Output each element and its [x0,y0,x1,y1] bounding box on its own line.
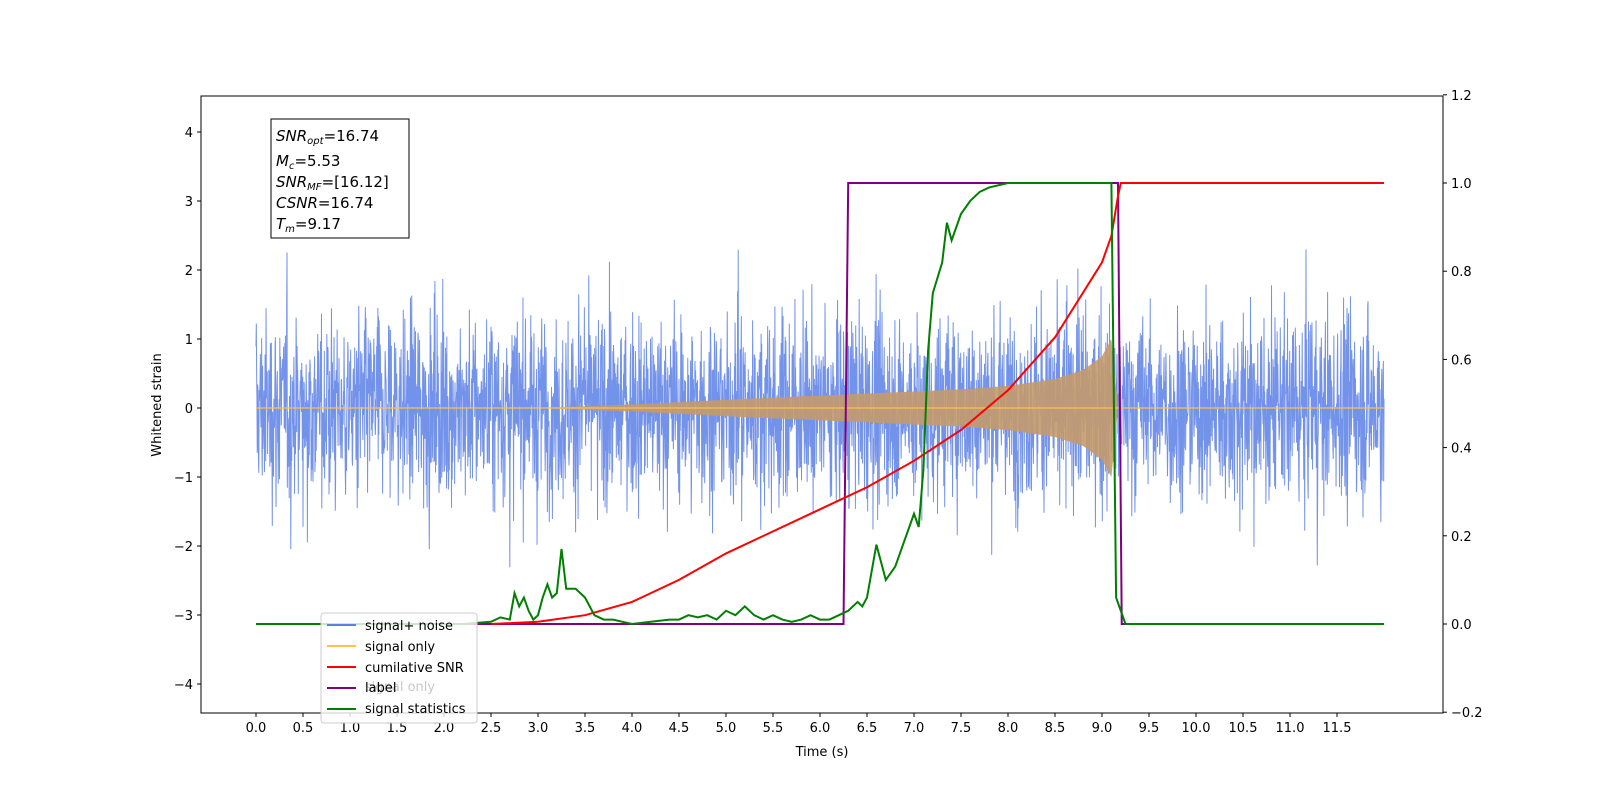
x-tick-label: 9.5 [1139,721,1160,736]
series-signal-statistics-line [256,182,1384,626]
legend: signal only signal+ noise signal only cu… [320,612,478,724]
x-tick-label: 2.0 [434,721,455,736]
x-axis-label: Time (s) [795,745,849,760]
y-right-tick-label: 1.0 [1451,177,1472,192]
y-left-tick-label: −1 [174,471,193,486]
y-right-tick-label: −0.2 [1451,706,1483,721]
y-right-tick-label: 0.2 [1451,530,1472,545]
x-tick-label: 11.5 [1323,721,1352,736]
y-right-tick-label: 0.6 [1451,353,1472,368]
x-tick-label: 5.0 [716,721,737,736]
legend-label-cumilative-snr: cumilative SNR [365,661,464,676]
annotation-csnr: CSNR=16.74 [276,194,373,212]
x-axis-ticks: 0.0 0.5 1.0 1.5 2.0 2.5 3.0 3.5 4.0 4.5 5.0 5.5 6.0 6… [246,713,1352,736]
x-tick-label: 3.5 [575,721,596,736]
y-axis-label: Whitened strain [150,353,165,456]
x-tick-label: 0.5 [293,721,314,736]
y-right-tick-label: 1.2 [1451,89,1472,104]
y-left-tick-label: 2 [185,264,193,279]
x-tick-label: 7.5 [951,721,972,736]
y-left-tick-label: 0 [185,402,193,417]
annotation-snr-opt: SNRopt=16.74 [276,127,379,147]
x-tick-label: 4.0 [622,721,643,736]
x-tick-label: 6.5 [857,721,878,736]
x-tick-label: 1.0 [340,721,361,736]
legend-frame [320,612,478,724]
annotation-box: SNRopt=16.74 Mc=5.53 SNRMF=[16.12] CSNR=… [270,118,410,239]
y-right-tick-label: 0.4 [1451,442,1472,457]
x-tick-label: 5.5 [763,721,784,736]
legend-label-label: label [365,681,396,696]
x-tick-label: 6.0 [810,721,831,736]
plot-frame [200,95,1444,714]
annotation-frame [270,118,410,239]
x-tick-label: 2.5 [481,721,502,736]
annotation-tm: Tm=9.17 [276,215,341,235]
x-tick-label: 0.0 [246,721,267,736]
series-signal-plus-noise-line [255,249,1385,568]
y-axis-right-ticks: 1.2 1.0 0.8 0.6 0.4 0.2 0.0 −0.2 [1443,89,1483,721]
legend-label-signal-plus-noise: signal+ noise [365,619,453,634]
x-tick-label: 11.0 [1276,721,1305,736]
y-left-tick-label: 1 [185,333,193,348]
x-tick-label: 3.0 [528,721,549,736]
y-left-tick-label: −4 [174,678,193,693]
legend-occluded-text: signal only [365,680,435,695]
plot-area [255,182,1385,626]
y-left-tick-label: 3 [185,195,193,210]
x-tick-label: 1.5 [387,721,408,736]
y-left-tick-label: 4 [185,126,193,141]
x-tick-label: 10.0 [1182,721,1211,736]
y-axis-left-ticks: 4 3 2 1 0 −1 −2 −3 −4 [174,126,201,693]
legend-label-signal-statistics: signal statistics [365,702,466,717]
x-tick-label: 9.0 [1092,721,1113,736]
y-right-tick-label: 0.8 [1451,265,1472,280]
x-tick-label: 10.5 [1229,721,1258,736]
y-left-tick-label: −3 [174,609,193,624]
annotation-mc: Mc=5.53 [276,152,340,172]
x-tick-label: 8.0 [998,721,1019,736]
x-tick-label: 8.5 [1045,721,1066,736]
y-left-tick-label: −2 [174,540,193,555]
y-right-tick-label: 0.0 [1451,618,1472,633]
x-tick-label: 7.0 [904,721,925,736]
annotation-snr-mf: SNRMF=[16.12] [276,173,389,193]
legend-label-signal-only: signal only [365,640,435,655]
x-tick-label: 4.5 [669,721,690,736]
